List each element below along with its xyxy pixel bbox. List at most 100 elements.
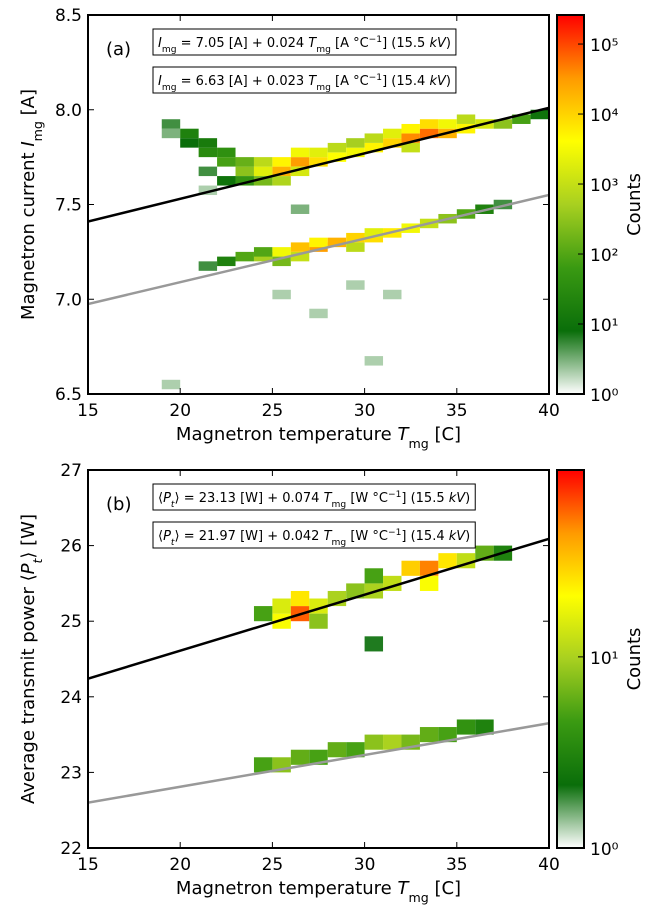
- x-axis-label: Magnetron temperature Tmg [C]: [176, 424, 461, 451]
- heat-cell: [309, 613, 328, 629]
- text-part: ): [446, 74, 451, 89]
- heat-cell: [438, 727, 457, 743]
- heat-cell: [401, 560, 420, 576]
- heat-cell: [161, 119, 181, 129]
- heat-cell: [419, 560, 439, 576]
- text-part: [A °C: [331, 36, 369, 51]
- heat-cell: [198, 261, 218, 271]
- heat-cell: [235, 157, 254, 167]
- text-part: mg: [316, 83, 331, 93]
- colorbar-label: Counts: [624, 173, 645, 236]
- colorbar: [556, 469, 585, 849]
- fit-line: [88, 106, 549, 223]
- heat-cell: [253, 176, 273, 186]
- heat-cell: [383, 289, 402, 300]
- text-part: I: [18, 141, 39, 146]
- text-part: T: [397, 878, 410, 899]
- y-tick-label: 25: [60, 612, 82, 632]
- y-tick-label: 8.5: [55, 6, 82, 26]
- fit-label-box: [152, 483, 476, 511]
- heat-cell: [272, 176, 291, 186]
- text-part: Magnetron current: [18, 147, 39, 320]
- heat-cell: [253, 606, 273, 622]
- heat-cell: [180, 138, 199, 148]
- heat-cell: [290, 166, 310, 177]
- x-tick-label: 35: [446, 401, 468, 421]
- heat-cell: [272, 256, 291, 267]
- heat-cell: [364, 734, 384, 750]
- y-tick-label: 22: [60, 839, 82, 859]
- heat-cell: [419, 575, 439, 591]
- fit-label-box: [152, 66, 457, 94]
- heat-cell: [364, 133, 384, 143]
- heat-cell: [253, 166, 273, 177]
- heat-cell: [272, 247, 291, 257]
- x-tick-label: 40: [538, 855, 560, 875]
- text-part: ] (15.5: [401, 491, 448, 506]
- colorbar-tick-label: 10⁰: [590, 386, 619, 406]
- heat-cell: [272, 598, 291, 614]
- heat-cell: [401, 123, 420, 134]
- text-part: P: [163, 491, 171, 506]
- heat-cell: [290, 590, 310, 607]
- x-tick-label: 15: [77, 401, 99, 421]
- text-part: kV: [449, 529, 467, 544]
- heat-cell: [327, 237, 347, 248]
- y-tick-label: 7.0: [55, 290, 82, 310]
- heat-cell: [364, 636, 384, 652]
- heat-cell: [290, 204, 310, 214]
- heat-cell: [290, 242, 310, 252]
- colorbar-tick-label: 10¹: [590, 649, 618, 669]
- colorbar-label: Counts: [624, 628, 645, 691]
- text-part: ⟨: [158, 529, 163, 544]
- heat-cell: [253, 757, 273, 773]
- heat-cell: [327, 142, 347, 153]
- heat-cell: [419, 119, 439, 129]
- heat-cell: [309, 147, 328, 158]
- colorbar-tick-label: 10¹: [590, 316, 618, 336]
- y-axis-label: Magnetron current Img [A]: [18, 89, 45, 320]
- x-axis-label: Magnetron temperature Tmg [C]: [176, 878, 461, 905]
- text-part: Average transmit power ⟨: [18, 574, 39, 804]
- text-part: P: [18, 563, 39, 574]
- text-part: ⟩ = 23.13 [W] + 0.074: [175, 491, 324, 506]
- heat-cell: [161, 128, 181, 139]
- heat-cell: [272, 289, 291, 300]
- fit-label-box: [152, 28, 457, 56]
- colorbar-tick-label: 10⁴: [590, 106, 619, 126]
- heat-cell: [364, 142, 384, 153]
- text-part: = 6.63 [A] + 0.023: [176, 74, 308, 89]
- heat-cell: [290, 147, 310, 158]
- text-part: mg: [162, 83, 177, 93]
- heat-cell: [198, 185, 218, 196]
- colorbar-tick-label: 10⁰: [590, 840, 619, 860]
- text-part: ): [465, 491, 470, 506]
- heat-cell: [309, 157, 328, 167]
- fit-label: ⟨Pt⟩ = 23.13 [W] + 0.074 Tmg [W °C−1] (1…: [158, 490, 470, 510]
- panel-label: (a): [106, 39, 131, 60]
- y-tick-label: 7.5: [55, 196, 82, 216]
- text-part: kV: [429, 74, 447, 89]
- text-part: kV: [429, 36, 447, 51]
- heat-cell: [217, 176, 236, 186]
- heat-cell: [217, 256, 236, 267]
- x-tick-label: 15: [77, 855, 99, 875]
- heat-cell: [364, 568, 384, 584]
- x-tick-label: 35: [446, 855, 468, 875]
- text-part: ⟩ [W]: [18, 514, 39, 559]
- heat-cell: [438, 119, 457, 129]
- text-part: P: [163, 529, 171, 544]
- text-part: [C]: [429, 424, 461, 445]
- heat-cell: [235, 176, 254, 186]
- heat-cell: [290, 157, 310, 167]
- heat-cell: [346, 242, 365, 252]
- x-tick-label: 20: [169, 855, 191, 875]
- heat-cell: [198, 166, 218, 177]
- text-part: −1: [369, 35, 382, 45]
- text-part: t: [171, 538, 175, 548]
- text-part: [C]: [429, 878, 461, 899]
- y-tick-label: 24: [60, 688, 82, 708]
- text-part: [W °C: [346, 491, 388, 506]
- heat-cell: [419, 727, 439, 743]
- text-part: mg: [408, 436, 428, 451]
